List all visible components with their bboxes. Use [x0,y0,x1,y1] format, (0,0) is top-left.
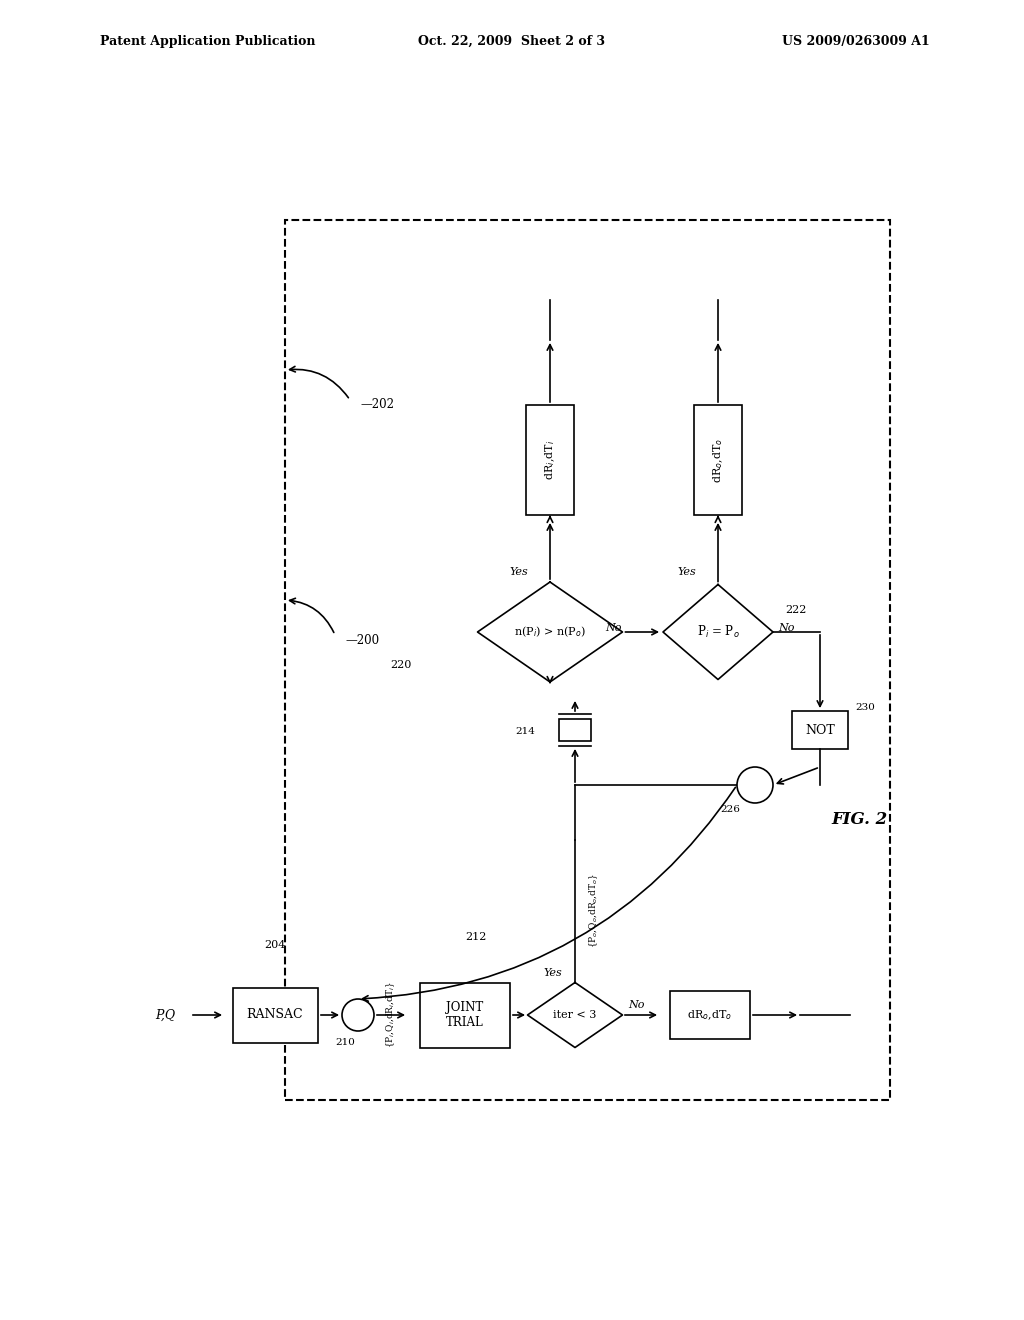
Bar [559,719,591,741]
FancyBboxPatch shape [694,405,742,515]
FancyBboxPatch shape [793,711,848,748]
Text: n(P$_i$) > n(P$_o$): n(P$_i$) > n(P$_o$) [514,624,586,639]
Text: No: No [605,623,622,634]
Text: —200: —200 [345,634,379,647]
Text: Oct. 22, 2009  Sheet 2 of 3: Oct. 22, 2009 Sheet 2 of 3 [419,36,605,48]
Text: 210: 210 [335,1038,355,1047]
Text: {P$_o$,Q$_o$,dR$_o$,dT$_o$}: {P$_o$,Q$_o$,dR$_o$,dT$_o$} [588,873,600,948]
Text: 212: 212 [465,932,486,942]
Text: No: No [778,623,795,634]
Text: —202: —202 [360,399,394,412]
FancyBboxPatch shape [232,987,317,1043]
Text: P,Q: P,Q [155,1008,175,1022]
Text: US 2009/0263009 A1: US 2009/0263009 A1 [782,36,930,48]
FancyBboxPatch shape [670,991,750,1039]
Text: 204: 204 [264,940,286,950]
Text: JOINT
TRIAL: JOINT TRIAL [446,1001,484,1030]
Text: RANSAC: RANSAC [247,1008,303,1022]
Circle shape [737,767,773,803]
Text: iter < 3: iter < 3 [553,1010,597,1020]
Text: Yes: Yes [677,568,696,577]
Text: 214: 214 [515,727,535,737]
Text: Yes: Yes [544,968,562,978]
Text: FIG. 2: FIG. 2 [831,812,888,829]
Bar [285,220,890,1100]
Text: Yes: Yes [509,568,528,577]
Text: NOT: NOT [805,723,835,737]
Text: 220: 220 [390,660,412,671]
Text: Patent Application Publication: Patent Application Publication [100,36,315,48]
Text: dR$_o$,dT$_o$: dR$_o$,dT$_o$ [687,1008,732,1022]
Text: {P$_i$,Q$_i$,dR$_i$,dT$_i$}: {P$_i$,Q$_i$,dR$_i$,dT$_i$} [385,982,397,1048]
Text: 230: 230 [855,704,874,713]
Text: dR$_o$,dT$_o$: dR$_o$,dT$_o$ [712,437,725,483]
Text: No: No [628,1001,644,1010]
Circle shape [342,999,374,1031]
Text: dR$_i$,dT$_i$: dR$_i$,dT$_i$ [543,440,557,480]
Text: 226: 226 [720,805,740,814]
FancyBboxPatch shape [420,982,510,1048]
FancyBboxPatch shape [526,405,574,515]
Text: P$_i$ = P$_o$: P$_i$ = P$_o$ [696,624,739,640]
Text: 222: 222 [785,605,806,615]
